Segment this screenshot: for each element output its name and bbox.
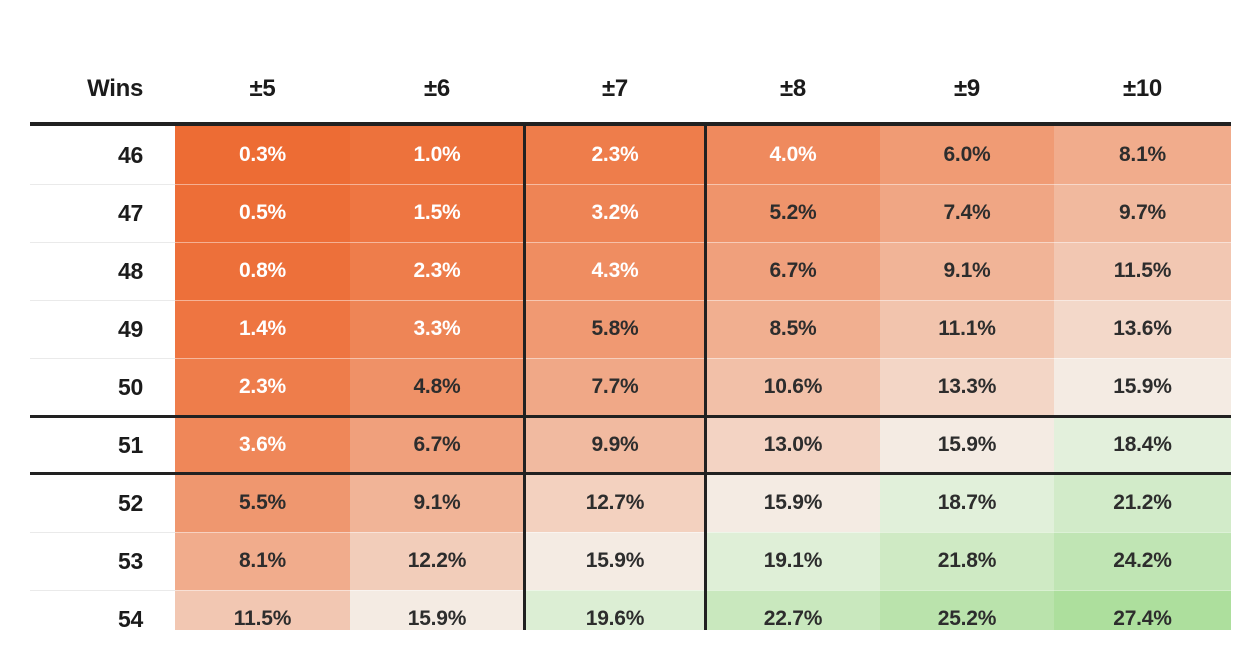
heatmap-cell-46-±6[interactable]: 1.0% bbox=[350, 126, 524, 184]
highlight-row-top-border bbox=[30, 415, 1231, 418]
heatmap-cell-54-±7[interactable]: 19.6% bbox=[524, 590, 706, 630]
column-header-wins: Wins bbox=[87, 74, 143, 102]
heatmap-cell-46-±9[interactable]: 6.0% bbox=[880, 126, 1054, 184]
column-header-7: ±7 bbox=[602, 74, 628, 102]
heatmap-cell-46-±8[interactable]: 4.0% bbox=[706, 126, 880, 184]
wins-label-46: 46 bbox=[30, 126, 175, 184]
heatmap-cell-49-±10[interactable]: 13.6% bbox=[1054, 300, 1231, 358]
heatmap-row-50: 50 2.3% 4.8% 7.7% 10.6% 13.3% 15.9% bbox=[30, 358, 1231, 416]
heatmap-cell-54-±9[interactable]: 25.2% bbox=[880, 590, 1054, 630]
heatmap-cell-49-±8[interactable]: 8.5% bbox=[706, 300, 880, 358]
header-rule bbox=[30, 122, 1231, 126]
heatmap-cell-49-±7[interactable]: 5.8% bbox=[524, 300, 706, 358]
heatmap-cell-50-±7[interactable]: 7.7% bbox=[524, 358, 706, 416]
heatmap-cell-49-±5[interactable]: 1.4% bbox=[175, 300, 350, 358]
heatmap-row-46: 46 0.3% 1.0% 2.3% 4.0% 6.0% 8.1% bbox=[30, 126, 1231, 184]
heatmap-cell-50-±10[interactable]: 15.9% bbox=[1054, 358, 1231, 416]
heatmap-cell-47-±9[interactable]: 7.4% bbox=[880, 184, 1054, 242]
heatmap-cell-51-±5[interactable]: 3.6% bbox=[175, 416, 350, 474]
heatmap-cell-50-±9[interactable]: 13.3% bbox=[880, 358, 1054, 416]
column-header-6: ±6 bbox=[424, 74, 450, 102]
heatmap-cell-54-±5[interactable]: 11.5% bbox=[175, 590, 350, 630]
column-header-5: ±5 bbox=[249, 74, 276, 102]
heatmap-cell-50-±6[interactable]: 4.8% bbox=[350, 358, 524, 416]
heatmap-row-52: 52 5.5% 9.1% 12.7% 15.9% 18.7% 21.2% bbox=[30, 474, 1231, 532]
column-header-9: ±9 bbox=[954, 74, 980, 102]
heatmap-cell-47-±10[interactable]: 9.7% bbox=[1054, 184, 1231, 242]
heatmap-cell-53-±6[interactable]: 12.2% bbox=[350, 532, 524, 590]
heatmap-cell-49-±6[interactable]: 3.3% bbox=[350, 300, 524, 358]
heatmap-cell-51-±8[interactable]: 13.0% bbox=[706, 416, 880, 474]
heatmap-cell-52-±9[interactable]: 18.7% bbox=[880, 474, 1054, 532]
heatmap-cell-50-±8[interactable]: 10.6% bbox=[706, 358, 880, 416]
heatmap-cell-47-±6[interactable]: 1.5% bbox=[350, 184, 524, 242]
heatmap-row-51: 51 3.6% 6.7% 9.9% 13.0% 15.9% 18.4% bbox=[30, 416, 1231, 474]
wins-label-47: 47 bbox=[30, 184, 175, 242]
heatmap-cell-53-±8[interactable]: 19.1% bbox=[706, 532, 880, 590]
heatmap-cell-51-±9[interactable]: 15.9% bbox=[880, 416, 1054, 474]
heatmap-cell-52-±7[interactable]: 12.7% bbox=[524, 474, 706, 532]
heatmap-cell-52-±8[interactable]: 15.9% bbox=[706, 474, 880, 532]
column-header-10: ±10 bbox=[1123, 74, 1162, 102]
column-header-8: ±8 bbox=[780, 74, 806, 102]
heatmap-cell-52-±5[interactable]: 5.5% bbox=[175, 474, 350, 532]
wins-label-48: 48 bbox=[30, 242, 175, 300]
heatmap-cell-52-±6[interactable]: 9.1% bbox=[350, 474, 524, 532]
heatmap-cell-49-±9[interactable]: 11.1% bbox=[880, 300, 1054, 358]
heatmap-cell-53-±5[interactable]: 8.1% bbox=[175, 532, 350, 590]
heatmap-cell-54-±10[interactable]: 27.4% bbox=[1054, 590, 1231, 630]
heatmap-cell-48-±5[interactable]: 0.8% bbox=[175, 242, 350, 300]
heatmap-cell-48-±10[interactable]: 11.5% bbox=[1054, 242, 1231, 300]
heatmap-body: 46 0.3% 1.0% 2.3% 4.0% 6.0% 8.1% 47 0.5% 1.5% 3.2%… bbox=[30, 126, 1231, 630]
heatmap-cell-48-±8[interactable]: 6.7% bbox=[706, 242, 880, 300]
heatmap-cell-48-±9[interactable]: 9.1% bbox=[880, 242, 1054, 300]
heatmap-row-47: 47 0.5% 1.5% 3.2% 5.2% 7.4% 9.7% bbox=[30, 184, 1231, 242]
win-probability-heatmap: Wins ±5 ±6 ±7 ±8 ±9 ±10 46 0.3% 1.0% 2.3% 4.0% 6.0… bbox=[30, 55, 1231, 630]
heatmap-cell-48-±7[interactable]: 4.3% bbox=[524, 242, 706, 300]
heatmap-cell-47-±8[interactable]: 5.2% bbox=[706, 184, 880, 242]
heatmap-cell-51-±10[interactable]: 18.4% bbox=[1054, 416, 1231, 474]
header-row: Wins ±5 ±6 ±7 ±8 ±9 ±10 bbox=[30, 55, 1231, 122]
heatmap-cell-54-±8[interactable]: 22.7% bbox=[706, 590, 880, 630]
heatmap-row-53: 53 8.1% 12.2% 15.9% 19.1% 21.8% 24.2% bbox=[30, 532, 1231, 590]
heatmap-row-48: 48 0.8% 2.3% 4.3% 6.7% 9.1% 11.5% bbox=[30, 242, 1231, 300]
heatmap-cell-52-±10[interactable]: 21.2% bbox=[1054, 474, 1231, 532]
heatmap-cell-46-±5[interactable]: 0.3% bbox=[175, 126, 350, 184]
heatmap-cell-53-±10[interactable]: 24.2% bbox=[1054, 532, 1231, 590]
heatmap-cell-48-±6[interactable]: 2.3% bbox=[350, 242, 524, 300]
wins-label-51: 51 bbox=[30, 416, 175, 474]
heatmap-cell-53-±7[interactable]: 15.9% bbox=[524, 532, 706, 590]
heatmap-cell-50-±5[interactable]: 2.3% bbox=[175, 358, 350, 416]
heatmap-cell-46-±10[interactable]: 8.1% bbox=[1054, 126, 1231, 184]
heatmap-row-54: 54 11.5% 15.9% 19.6% 22.7% 25.2% 27.4% bbox=[30, 590, 1231, 630]
heatmap-cell-54-±6[interactable]: 15.9% bbox=[350, 590, 524, 630]
wins-label-53: 53 bbox=[30, 532, 175, 590]
wins-label-50: 50 bbox=[30, 358, 175, 416]
heatmap-cell-47-±7[interactable]: 3.2% bbox=[524, 184, 706, 242]
wins-label-49: 49 bbox=[30, 300, 175, 358]
wins-label-52: 52 bbox=[30, 474, 175, 532]
heatmap-cell-53-±9[interactable]: 21.8% bbox=[880, 532, 1054, 590]
heatmap-row-49: 49 1.4% 3.3% 5.8% 8.5% 11.1% 13.6% bbox=[30, 300, 1231, 358]
heatmap-cell-51-±7[interactable]: 9.9% bbox=[524, 416, 706, 474]
wins-label-54: 54 bbox=[30, 590, 175, 630]
highlight-column-right-border bbox=[704, 126, 707, 630]
heatmap-cell-47-±5[interactable]: 0.5% bbox=[175, 184, 350, 242]
heatmap-cell-51-±6[interactable]: 6.7% bbox=[350, 416, 524, 474]
heatmap-cell-46-±7[interactable]: 2.3% bbox=[524, 126, 706, 184]
highlight-row-bottom-border bbox=[30, 472, 1231, 475]
highlight-column-left-border bbox=[523, 126, 526, 630]
